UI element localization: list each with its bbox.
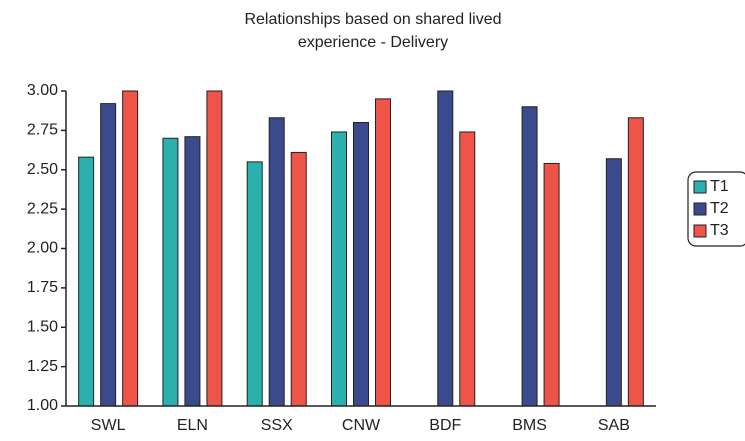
x-tick-label: BDF — [429, 417, 461, 434]
x-tick-label: SWL — [91, 417, 126, 434]
x-tick-label: SSX — [261, 417, 293, 434]
chart-title: experience - Delivery — [298, 34, 448, 51]
bar — [605, 158, 622, 407]
y-tick-label: 1.00 — [27, 397, 58, 414]
y-tick-label: 2.50 — [27, 161, 58, 178]
bar — [162, 137, 179, 407]
y-tick-label: 2.75 — [27, 122, 58, 139]
bar — [521, 106, 538, 407]
bar — [627, 117, 644, 407]
legend-label: T3 — [710, 222, 729, 239]
bar — [543, 162, 560, 407]
y-tick-label: 1.50 — [27, 318, 58, 335]
legend-swatch — [693, 202, 707, 216]
bar — [246, 161, 263, 407]
bar — [184, 136, 201, 407]
bar — [331, 131, 347, 407]
y-tick-label: 2.00 — [27, 240, 58, 257]
bar — [290, 151, 307, 407]
legend-swatch — [693, 224, 707, 238]
y-tick-label: 1.75 — [27, 279, 58, 296]
y-tick-label: 1.25 — [27, 358, 58, 375]
legend-box — [687, 171, 745, 247]
x-tick-label: ELN — [177, 417, 208, 434]
y-tick-label: 3.00 — [27, 82, 58, 99]
x-tick-label: BMS — [512, 417, 547, 434]
bar — [353, 122, 369, 407]
bar — [268, 117, 285, 407]
x-tick-label: CNW — [342, 417, 381, 434]
bar — [375, 98, 391, 407]
chart-title: Relationships based on shared lived — [244, 11, 501, 28]
bar — [437, 90, 454, 407]
bar — [122, 90, 139, 407]
legend-label: T2 — [710, 200, 729, 217]
bar — [206, 90, 223, 407]
bar — [459, 131, 476, 407]
bar — [100, 103, 117, 407]
x-tick-label: SAB — [598, 417, 630, 434]
legend-label: T1 — [710, 178, 729, 195]
y-tick-label: 2.25 — [27, 200, 58, 217]
bar — [78, 156, 95, 407]
legend-swatch — [693, 180, 707, 194]
